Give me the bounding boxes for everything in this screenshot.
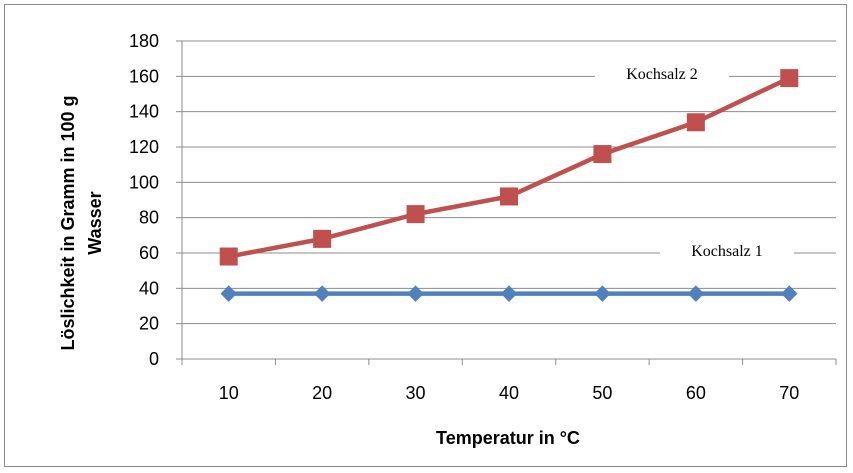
data-point-s0-0 [220,285,237,302]
y-axis-title-line2: Wasser [85,191,105,254]
data-point-s0-4 [594,285,611,302]
data-point-s0-3 [500,285,518,302]
data-point-s1-4 [593,145,612,164]
y-tick-label-80: 80 [139,208,159,228]
series-label-1: Kochsalz 2 [626,66,698,83]
data-point-s1-3 [500,187,518,206]
x-tick-label-60: 60 [686,383,706,403]
y-tick-label-20: 20 [139,314,159,334]
gridlines [182,40,836,325]
series-label-bg-0 [660,239,794,263]
data-point-s1-6 [780,69,799,88]
data-point-s0-2 [407,285,424,302]
data-point-s1-0 [219,247,238,266]
data-point-s0-6 [781,285,798,302]
x-tick-label-20: 20 [312,383,332,403]
series-label-bg-1 [595,62,729,86]
x-tick-label-40: 40 [499,383,519,403]
data-point-s1-1 [313,229,332,248]
axes [176,40,837,365]
data-point-s0-5 [687,285,705,302]
x-tick-label-70: 70 [779,383,799,403]
x-tick-label-30: 30 [406,383,426,403]
y-tick-label-100: 100 [129,172,159,192]
series-label-0: Kochsalz 1 [691,243,763,260]
series-lines [219,69,799,302]
y-tick-label-180: 180 [129,31,159,51]
x-axis-title: Temperatur in °C [436,428,580,448]
x-tick-label-10: 10 [219,383,239,403]
series-labels: Kochsalz 1 Kochsalz 2 [595,62,794,263]
y-tick-label-160: 160 [129,66,159,86]
y-tick-label-60: 60 [139,243,159,263]
data-point-s1-2 [406,205,425,224]
y-tick-label-0: 0 [149,349,159,369]
data-point-s1-5 [686,113,705,132]
tick-labels: 0 20 40 60 80 100 120 140 160 180 10 20 30 40 50 60 70 [129,31,799,403]
y-tick-label-40: 40 [139,278,159,298]
series-line-1 [228,76,791,259]
data-point-s0-1 [313,285,331,302]
y-tick-label-120: 120 [129,137,159,157]
y-tick-label-140: 140 [129,102,159,122]
y-axis-title-line1: Löslichkeit in Gramm in 100 g [58,95,78,350]
x-tick-label-50: 50 [592,383,612,403]
